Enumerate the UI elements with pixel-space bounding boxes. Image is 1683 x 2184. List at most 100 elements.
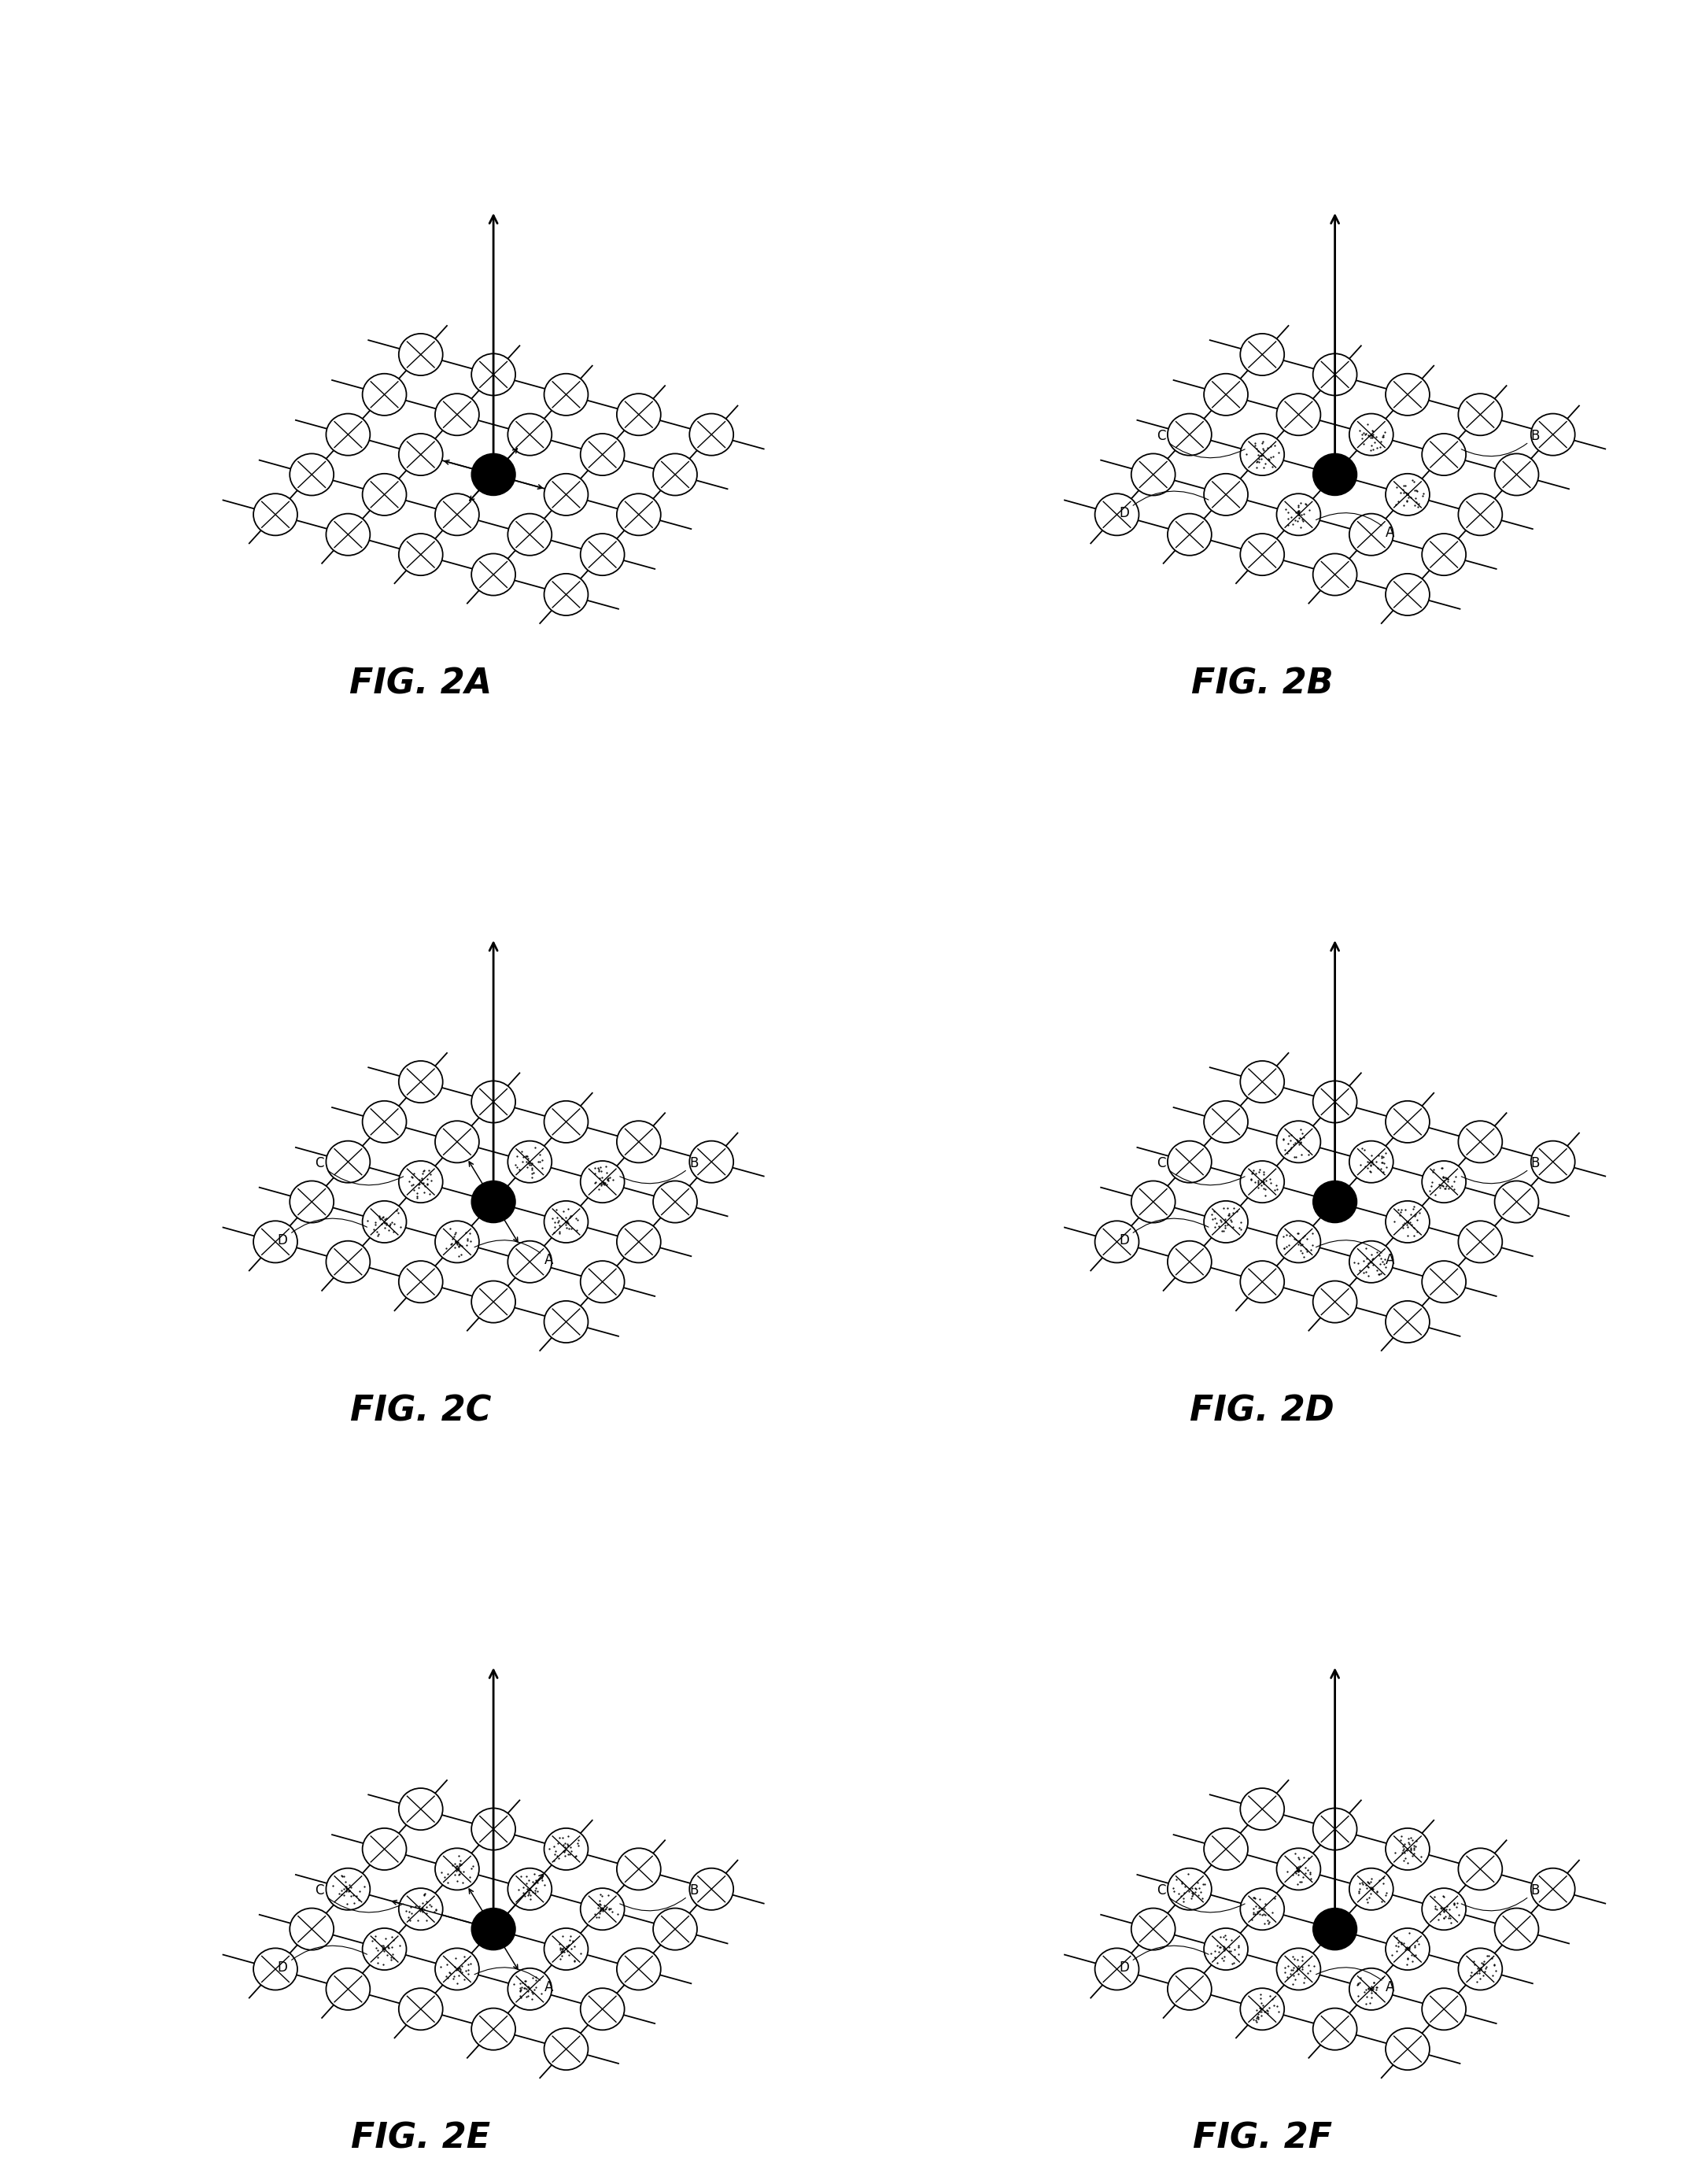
Circle shape [1203, 1928, 1247, 1970]
Circle shape [327, 1140, 370, 1184]
Circle shape [581, 1162, 624, 1203]
Circle shape [254, 1948, 298, 1990]
Circle shape [1350, 1867, 1394, 1911]
Text: A: A [1316, 1241, 1395, 1267]
Circle shape [544, 1928, 587, 1970]
Circle shape [690, 1867, 734, 1911]
Text: FIG. 2D: FIG. 2D [1190, 1393, 1335, 1428]
Circle shape [1385, 2029, 1429, 2070]
Circle shape [581, 435, 624, 476]
Circle shape [399, 1789, 443, 1830]
Circle shape [544, 1302, 587, 1343]
Circle shape [1350, 513, 1394, 555]
Circle shape [1532, 1867, 1575, 1911]
Circle shape [1277, 1848, 1321, 1889]
Circle shape [1168, 413, 1212, 456]
Circle shape [1168, 1968, 1212, 2009]
Circle shape [1131, 454, 1175, 496]
Circle shape [1240, 1789, 1284, 1830]
Circle shape [1203, 1828, 1247, 1870]
Circle shape [471, 1909, 515, 1950]
Circle shape [1457, 494, 1503, 535]
Circle shape [1240, 1987, 1284, 2029]
Circle shape [1313, 2007, 1356, 2051]
Circle shape [471, 1280, 515, 1324]
Circle shape [1385, 1101, 1429, 1142]
Circle shape [399, 533, 443, 574]
Circle shape [471, 1808, 515, 1850]
Text: D: D [278, 1219, 367, 1247]
Circle shape [1385, 1828, 1429, 1870]
Circle shape [1131, 1182, 1175, 1223]
Text: C: C [315, 1155, 404, 1186]
Circle shape [1457, 1848, 1503, 1889]
Circle shape [508, 1140, 552, 1184]
Circle shape [436, 1848, 480, 1889]
Circle shape [254, 494, 298, 535]
Circle shape [544, 474, 587, 515]
Circle shape [1422, 1889, 1466, 1931]
Circle shape [1457, 1120, 1503, 1162]
Circle shape [1240, 1061, 1284, 1103]
Circle shape [1240, 334, 1284, 376]
Circle shape [1277, 1948, 1321, 1990]
Text: B: B [1461, 428, 1540, 456]
Circle shape [436, 1120, 480, 1162]
Text: D: D [1119, 1946, 1208, 1974]
Circle shape [362, 1828, 406, 1870]
Circle shape [327, 413, 370, 456]
Circle shape [399, 1889, 443, 1931]
Circle shape [327, 1968, 370, 2009]
Circle shape [399, 1162, 443, 1203]
Circle shape [399, 1987, 443, 2029]
Circle shape [1277, 1120, 1321, 1162]
Circle shape [436, 494, 480, 535]
Circle shape [289, 1182, 333, 1223]
Circle shape [362, 474, 406, 515]
Circle shape [1313, 553, 1356, 596]
Text: D: D [1119, 491, 1208, 520]
Circle shape [1203, 373, 1247, 415]
Circle shape [581, 1260, 624, 1302]
Circle shape [254, 1221, 298, 1262]
Circle shape [1203, 1101, 1247, 1142]
Circle shape [1385, 1302, 1429, 1343]
Circle shape [1350, 1241, 1394, 1282]
Circle shape [1168, 513, 1212, 555]
Circle shape [544, 1101, 587, 1142]
Circle shape [399, 1260, 443, 1302]
Text: FIG. 2A: FIG. 2A [350, 666, 491, 701]
Text: FIG. 2C: FIG. 2C [350, 1393, 491, 1428]
Circle shape [1203, 1201, 1247, 1243]
Circle shape [653, 454, 697, 496]
Circle shape [1277, 494, 1321, 535]
Text: C: C [1156, 428, 1245, 459]
Circle shape [508, 1241, 552, 1282]
Circle shape [508, 1867, 552, 1911]
Text: A: A [475, 1241, 554, 1267]
Text: D: D [278, 1946, 367, 1974]
Circle shape [544, 373, 587, 415]
Circle shape [471, 454, 515, 496]
Circle shape [1240, 435, 1284, 476]
Text: A: A [1316, 1968, 1395, 1994]
Text: FIG. 2E: FIG. 2E [352, 2121, 490, 2156]
Circle shape [362, 373, 406, 415]
Circle shape [1385, 373, 1429, 415]
Circle shape [399, 435, 443, 476]
Circle shape [1385, 474, 1429, 515]
Text: B: B [1461, 1883, 1540, 1911]
Circle shape [1096, 494, 1139, 535]
Circle shape [581, 1889, 624, 1931]
Circle shape [399, 334, 443, 376]
Circle shape [581, 533, 624, 574]
Circle shape [1385, 1201, 1429, 1243]
Circle shape [616, 1948, 661, 1990]
Circle shape [327, 1867, 370, 1911]
Circle shape [1240, 1260, 1284, 1302]
Circle shape [1131, 1909, 1175, 1950]
Circle shape [1313, 1081, 1356, 1123]
Circle shape [653, 1909, 697, 1950]
Circle shape [436, 1221, 480, 1262]
Circle shape [1495, 1182, 1538, 1223]
